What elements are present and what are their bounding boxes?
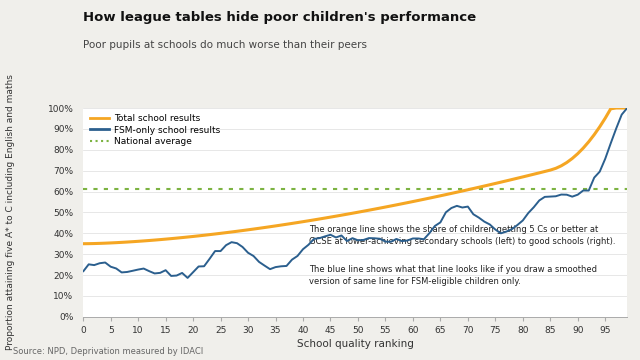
Text: Proportion attaining five A* to C including English and maths: Proportion attaining five A* to C includ… <box>6 75 15 350</box>
Text: The blue line shows what that line looks like if you draw a smoothed
version of : The blue line shows what that line looks… <box>309 265 597 286</box>
Text: How league tables hide poor children's performance: How league tables hide poor children's p… <box>83 11 476 24</box>
X-axis label: School quality ranking: School quality ranking <box>297 339 413 349</box>
Text: Source: NPD, Deprivation measured by IDACI: Source: NPD, Deprivation measured by IDA… <box>13 347 203 356</box>
Legend: Total school results, FSM-only school results, National average: Total school results, FSM-only school re… <box>88 113 222 148</box>
Text: The orange line shows the share of children getting 5 Cs or better at
GCSE at lo: The orange line shows the share of child… <box>309 225 616 247</box>
Text: Poor pupils at schools do much worse than their peers: Poor pupils at schools do much worse tha… <box>83 40 367 50</box>
